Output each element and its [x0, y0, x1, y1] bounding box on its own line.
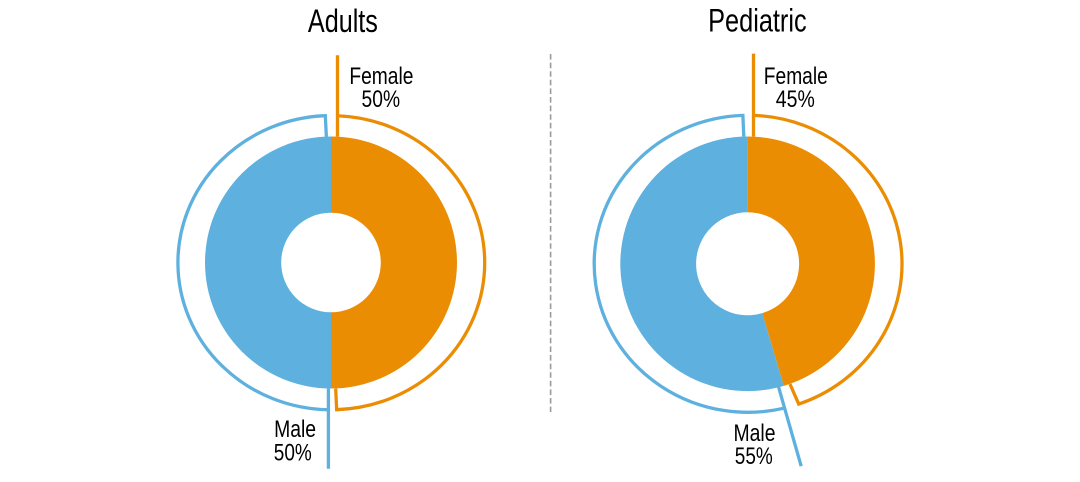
svg-text:45%: 45%: [776, 86, 815, 113]
svg-text:Pediatric: Pediatric: [708, 3, 807, 39]
svg-text:Adults: Adults: [308, 3, 378, 39]
svg-text:Male: Male: [274, 416, 316, 443]
svg-text:Female: Female: [764, 63, 828, 90]
svg-text:Male: Male: [734, 420, 776, 447]
svg-text:55%: 55%: [735, 443, 773, 470]
svg-text:50%: 50%: [362, 86, 401, 113]
svg-text:Female: Female: [349, 63, 413, 90]
svg-text:50%: 50%: [274, 440, 312, 467]
